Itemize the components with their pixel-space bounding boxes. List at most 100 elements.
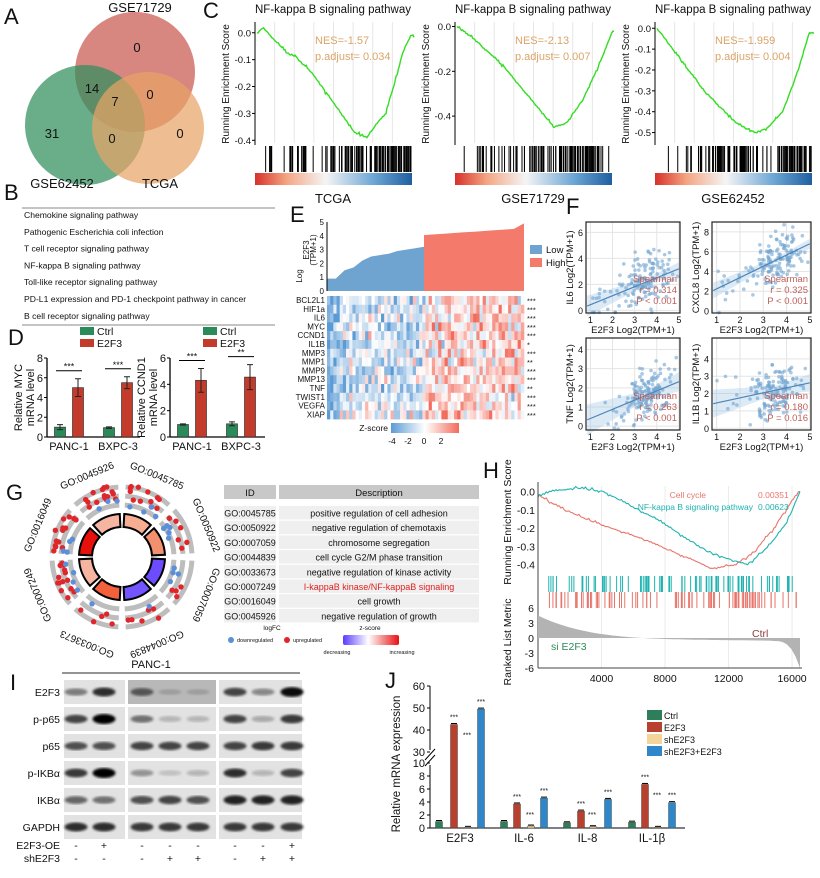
data-point: [652, 247, 656, 252]
data-point: [795, 253, 799, 257]
venn-region-count: 0: [133, 40, 140, 55]
heatmap-cell: [339, 357, 344, 367]
table-description: positive regulation of cell adhesion: [310, 509, 448, 519]
heatmap-cell: [473, 304, 477, 314]
heatmap-cell: [365, 340, 369, 349]
heatmap-cell: [390, 322, 395, 332]
heatmap-cell: [377, 375, 382, 385]
upregulated-dot: [82, 496, 89, 503]
upregulated-dot: [66, 514, 72, 520]
heatmap-cell: [517, 410, 522, 420]
heatmap-cell: [422, 375, 426, 385]
heatmap-cell: [355, 375, 360, 385]
y-axis-label: Running Enrichment Score: [502, 459, 514, 585]
data-point: [667, 250, 672, 255]
logfc-track: [49, 560, 72, 606]
heatmap-cell: [438, 384, 442, 393]
heatmap-cell: [342, 322, 347, 332]
heatmap-cell: [381, 313, 385, 323]
upregulated-dot: [62, 570, 69, 576]
error-bar: [229, 421, 235, 427]
data-point: [771, 379, 776, 384]
heatmap-cell: [409, 401, 414, 411]
heatmap-cell: [330, 384, 334, 393]
data-point: [766, 380, 771, 384]
bar-e2f3: [450, 724, 458, 829]
heatmap-cell: [400, 322, 404, 332]
x-tick-label: 2: [737, 432, 742, 442]
heatmap-cell: [454, 313, 458, 323]
data-point: [667, 375, 672, 380]
heatmap-cell: [374, 331, 379, 341]
venn-region-count: 31: [45, 126, 59, 141]
heatmap-cell: [479, 304, 483, 314]
heatmap-cell: [349, 304, 353, 314]
heatmap-cell: [387, 366, 391, 376]
heatmap-cell: [422, 392, 426, 402]
data-point: [763, 281, 768, 286]
heatmap-cell: [508, 296, 512, 305]
protein-band: [158, 822, 182, 832]
bar-she2f3: [464, 827, 472, 829]
data-point: [764, 385, 768, 390]
pathway-list-item: Chemokine signaling pathway: [24, 210, 139, 220]
table-go-id: GO:0044839: [224, 553, 276, 563]
heatmap-cell: [377, 366, 382, 376]
data-point: [629, 281, 634, 285]
heatmap-cell: [422, 296, 426, 305]
heatmap-cell: [412, 366, 417, 376]
protein-band: [92, 822, 116, 832]
heatmap-cell: [517, 304, 522, 314]
heatmap-cell: [400, 357, 404, 367]
heatmap-cell: [492, 296, 496, 305]
heatmap-cell: [454, 401, 458, 411]
heatmap-cell: [330, 296, 334, 305]
data-point: [778, 240, 782, 244]
data-point: [632, 273, 636, 277]
heatmap-cell: [419, 296, 423, 305]
nes-value: NES=-2.13: [515, 35, 569, 47]
heatmap-cell: [349, 384, 353, 393]
heatmap-cell: [514, 375, 518, 385]
heatmap-cell: [393, 313, 398, 323]
heatmap-cell: [495, 296, 499, 305]
heatmap-cell: [473, 331, 477, 341]
heatmap-cell: [409, 410, 414, 420]
correlation-stat: Spearman: [764, 274, 808, 285]
heatmap-cell: [498, 296, 503, 305]
heatmap-cell: [466, 348, 471, 358]
data-point: [632, 288, 637, 293]
significance-stars: ***: [513, 794, 521, 801]
bar-ctrl: [628, 821, 636, 829]
dataset-label: GSE71729: [501, 191, 565, 206]
x-tick-label: 4000: [590, 673, 614, 685]
table-go-id: GO:0050922: [224, 523, 276, 533]
heatmap-cell: [482, 296, 487, 305]
heatmap-cell: [441, 357, 445, 367]
y-tick-label: -0.4: [517, 560, 535, 572]
heatmap-cell: [327, 340, 331, 349]
data-point: [648, 291, 653, 296]
heatmap-cell: [444, 384, 449, 393]
heatmap-cell: [412, 322, 417, 332]
blot-row-label: E2F3: [35, 687, 60, 699]
heatmap-cell: [435, 340, 439, 349]
heatmap-cell: [511, 340, 515, 349]
heatmap-cell: [333, 340, 337, 349]
colorbar-title: Z-score: [359, 423, 388, 433]
heatmap-cell: [422, 348, 426, 358]
regression-line: [712, 243, 811, 292]
data-point: [606, 422, 610, 426]
heatmap-cell: [374, 296, 379, 305]
significance-stars: ***: [527, 402, 536, 411]
heatmap-cell: [450, 348, 455, 358]
x-tick-label: 5: [676, 315, 681, 325]
z-score-segment: [122, 513, 153, 537]
heatmap-cell: [355, 304, 360, 314]
data-point: [629, 273, 633, 277]
upregulated-dot: [154, 505, 160, 511]
heatmap-cell: [342, 304, 347, 314]
heatmap-cell: [520, 410, 525, 420]
heatmap-cell: [435, 401, 439, 411]
heatmap-cell: [495, 348, 499, 358]
